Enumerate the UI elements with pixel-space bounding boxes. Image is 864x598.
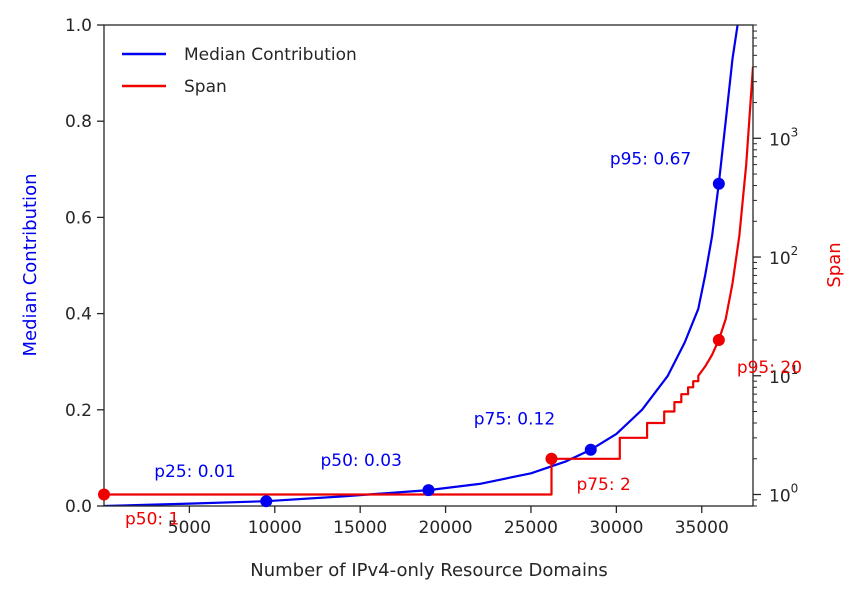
x-tick-label: 15000 — [333, 518, 387, 538]
percentile-annotation: p50: 0.03 — [321, 451, 402, 471]
x-tick-label: 20000 — [419, 518, 473, 538]
percentile-annotation: p75: 0.12 — [474, 410, 555, 430]
y-axis-right-label: Span — [824, 242, 845, 287]
legend: Median Contribution Span — [122, 45, 357, 97]
median-contribution-line — [104, 25, 739, 506]
y-left-tick-label: 0.2 — [65, 401, 92, 421]
y-right-tick-label: 102 — [769, 244, 798, 269]
x-tick-label: 35000 — [675, 518, 729, 538]
span-line — [104, 66, 753, 496]
plot-frame — [103, 24, 754, 507]
percentile-marker — [712, 177, 725, 190]
y-right-tick-label: 100 — [769, 481, 798, 506]
percentile-marker — [712, 334, 725, 347]
y-left-tick-label: 0.8 — [65, 112, 92, 132]
y-left-tick-label: 0.6 — [65, 208, 92, 228]
y-left-tick-label: 0.0 — [65, 497, 92, 517]
legend-median-label: Median Contribution — [184, 45, 357, 65]
y-right-tick-label: 101 — [769, 363, 798, 388]
y-right-tick-label: 103 — [769, 125, 798, 150]
x-tick-label: 25000 — [504, 518, 558, 538]
x-axis-label: Number of IPv4-only Resource Domains — [250, 560, 608, 581]
legend-span-label: Span — [184, 77, 227, 97]
y-left-tick-label: 1.0 — [65, 16, 92, 36]
x-tick-label: 10000 — [248, 518, 302, 538]
percentile-marker — [545, 452, 558, 465]
percentile-marker — [584, 443, 597, 456]
percentile-marker — [98, 488, 110, 501]
y-axis-left-label: Median Contribution — [20, 174, 41, 357]
y-left-tick-label: 0.4 — [65, 305, 92, 325]
percentile-annotation: p95: 20 — [737, 358, 802, 378]
percentile-annotation: p50: 1 — [125, 509, 179, 529]
percentile-annotation: p75: 2 — [576, 475, 630, 495]
x-tick-label: 30000 — [589, 518, 643, 538]
percentile-marker — [422, 484, 435, 497]
percentile-marker — [260, 495, 273, 508]
x-tick-label: 5000 — [168, 518, 211, 538]
percentile-annotation: p25: 0.01 — [154, 462, 235, 482]
percentile-annotation: p95: 0.67 — [610, 150, 691, 170]
